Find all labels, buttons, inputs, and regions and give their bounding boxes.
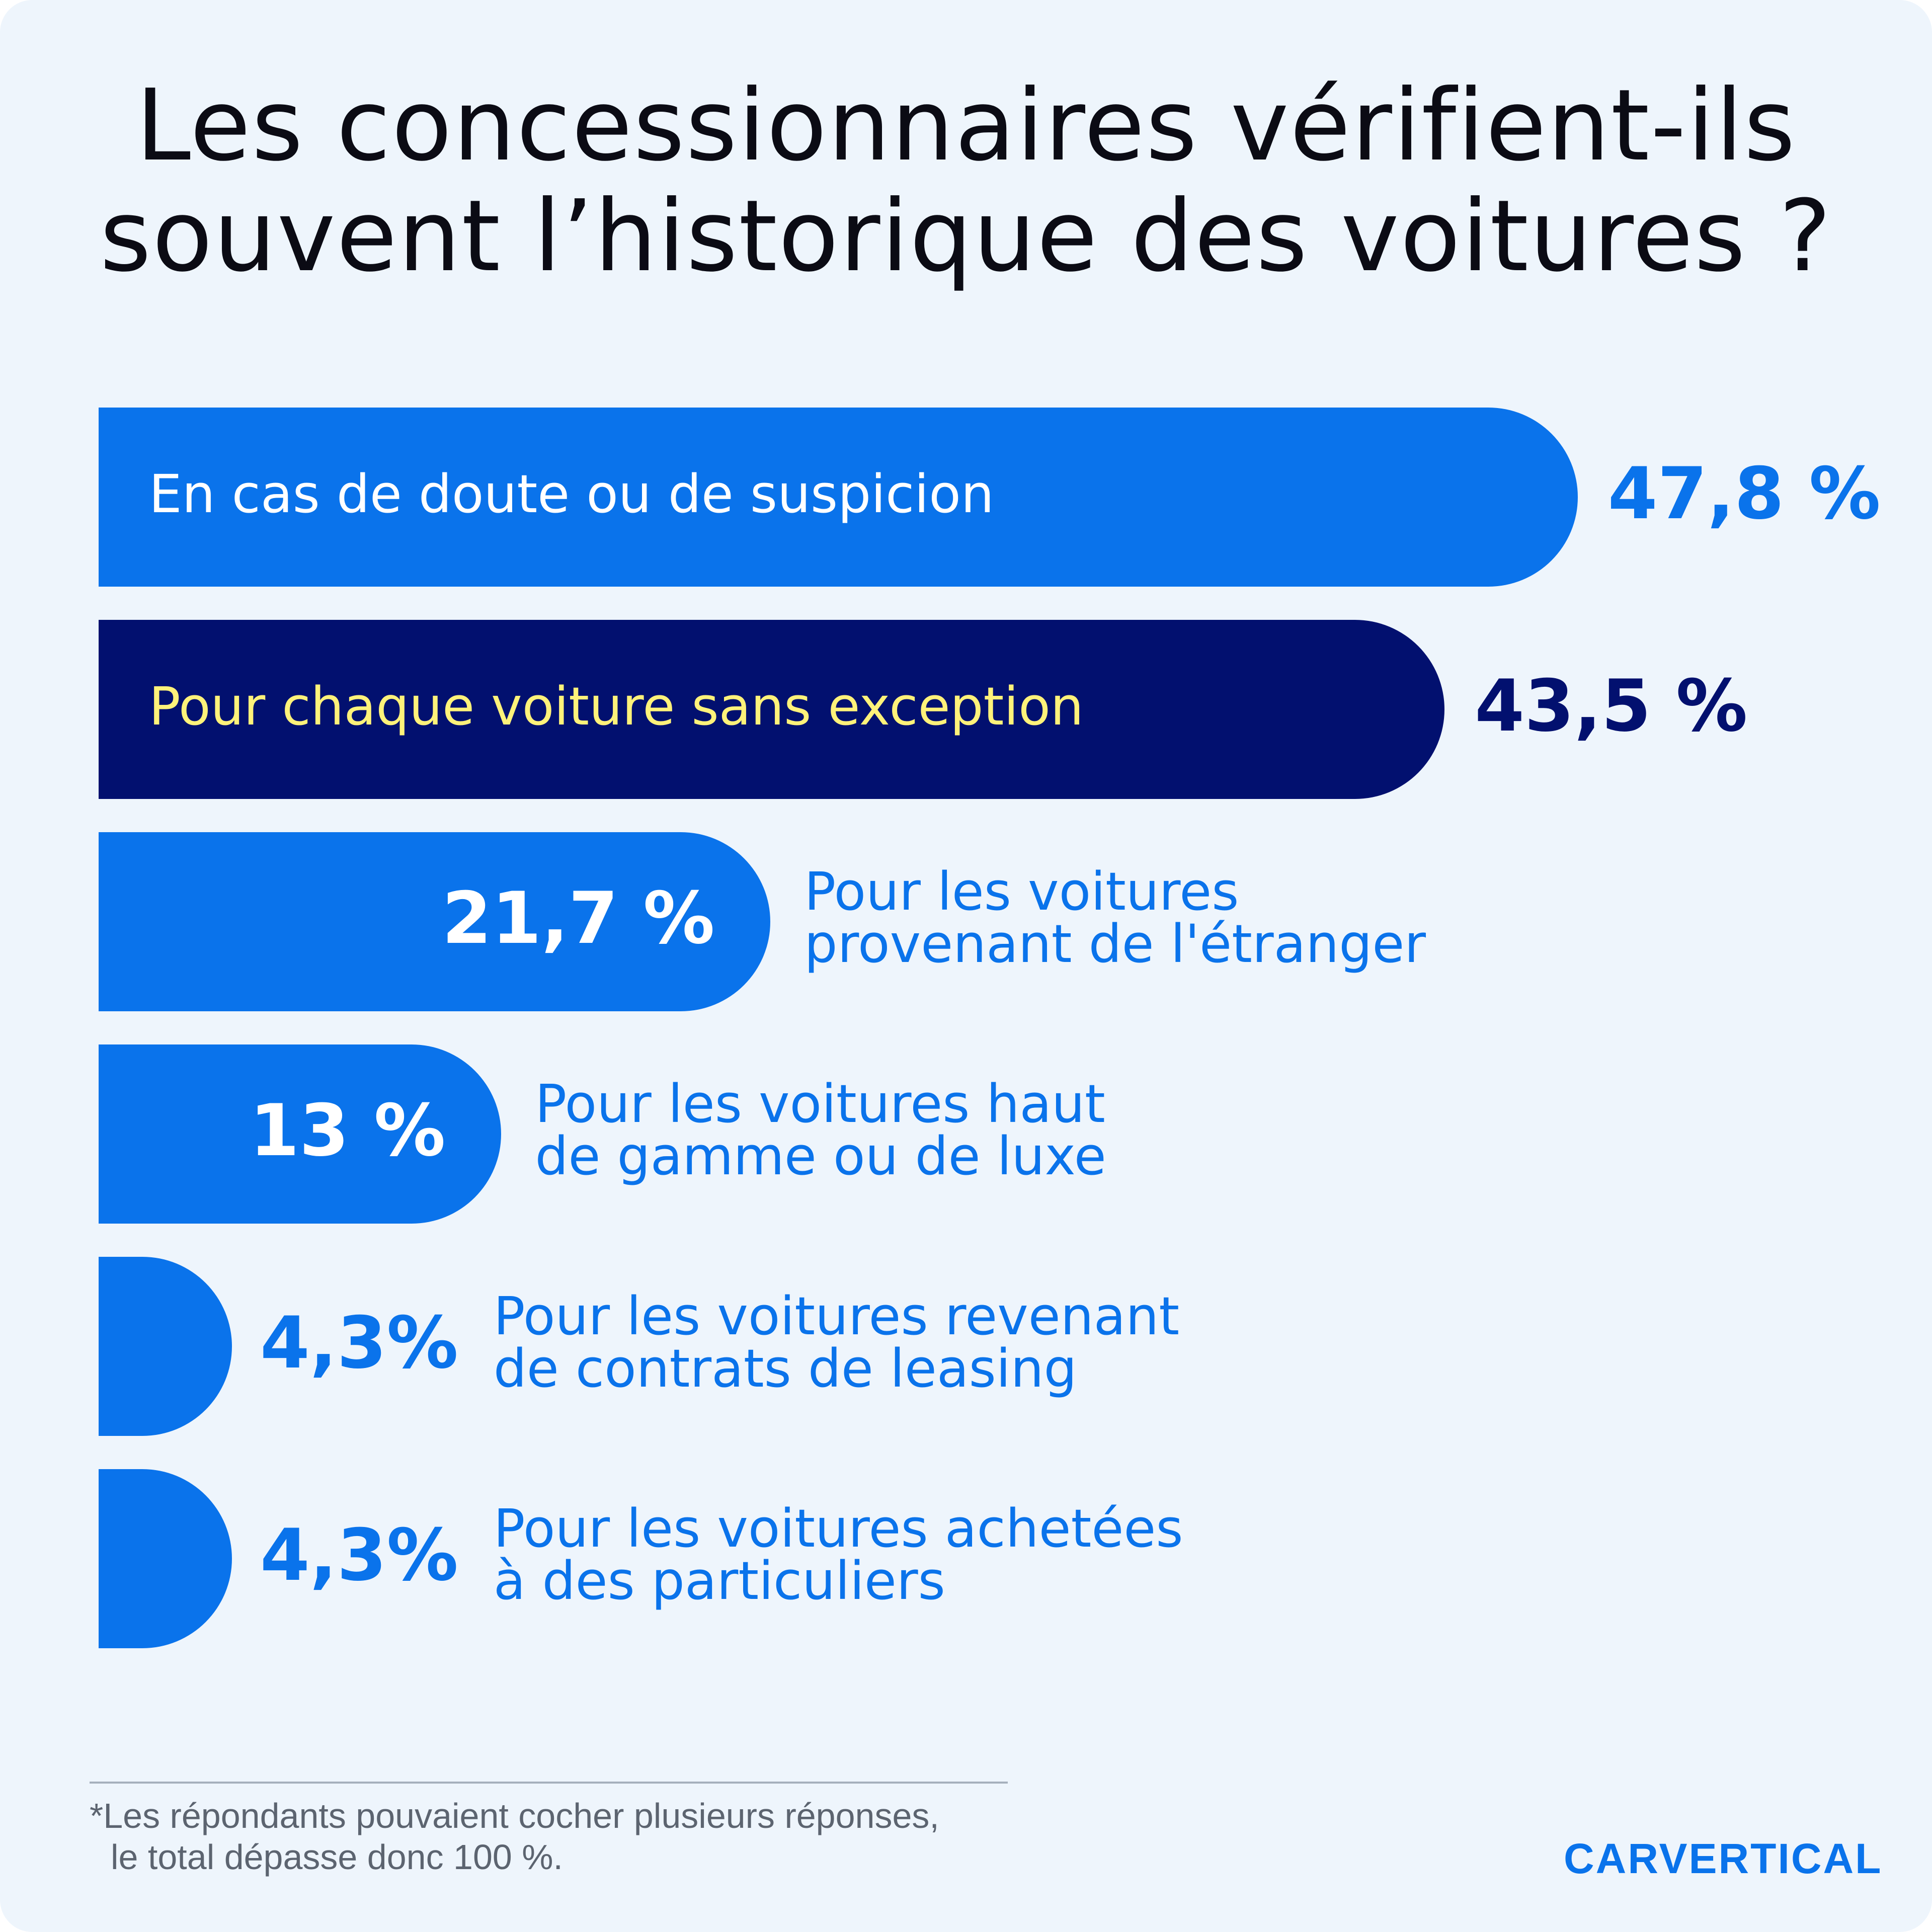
value-label-3: 21,7 % xyxy=(442,877,715,960)
value-label-4: 13 % xyxy=(250,1089,446,1172)
value-label-6: 4,3% xyxy=(260,1514,458,1597)
category-label-5-line-2: de contrats de leasing xyxy=(493,1338,1077,1399)
category-label-5: Pour les voitures revenant de contrats de… xyxy=(494,1290,1179,1395)
bar-1 xyxy=(99,408,1578,587)
category-label-6-line-2: à des particuliers xyxy=(493,1550,945,1612)
chart-title-line-2: souvent l’historique des voitures ? xyxy=(100,179,1832,294)
bar-2 xyxy=(99,620,1445,799)
bar-5 xyxy=(99,1257,232,1436)
footnote-line-1: *Les répondants pouvaient cocher plusieu… xyxy=(90,1796,939,1835)
category-label-3: Pour les voitures provenant de l'étranger xyxy=(804,865,1426,970)
bar-6 xyxy=(99,1469,232,1648)
category-label-4-line-2: de gamme ou de luxe xyxy=(535,1125,1106,1187)
value-label-5: 4,3% xyxy=(260,1302,458,1385)
chart-title-line-1: Les concessionnaires vérifient-ils xyxy=(135,68,1797,183)
category-label-3-line-1: Pour les voitures xyxy=(804,861,1239,922)
value-label-1: 47,8 % xyxy=(1607,452,1881,535)
footnote-line-2: le total dépasse donc 100 %. xyxy=(111,1837,563,1877)
category-label-2: Pour chaque voiture sans exception xyxy=(149,676,1084,737)
category-label-1: En cas de doute ou de suspicion xyxy=(149,463,994,525)
category-label-4: Pour les voitures haut de gamme ou de lux… xyxy=(535,1078,1106,1182)
bar-3 xyxy=(99,832,770,1011)
category-label-3-line-2: provenant de l'étranger xyxy=(804,913,1426,975)
category-label-4-line-1: Pour les voitures haut xyxy=(535,1073,1105,1135)
category-label-5-line-1: Pour les voitures revenant xyxy=(493,1285,1180,1347)
carvertical-logo: CARVERTICAL xyxy=(1564,1835,1883,1882)
category-label-6: Pour les voitures achetées à des particul… xyxy=(494,1502,1183,1607)
bar-4 xyxy=(99,1044,501,1224)
footnote-divider xyxy=(90,1782,1008,1784)
footnote: *Les répondants pouvaient cocher plusieu… xyxy=(90,1795,939,1878)
category-label-6-line-1: Pour les voitures achetées xyxy=(493,1498,1183,1559)
value-label-2: 43,5 % xyxy=(1475,665,1748,748)
